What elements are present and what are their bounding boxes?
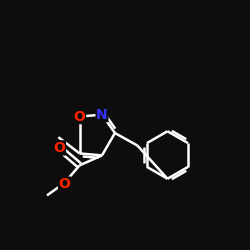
- Text: N: N: [96, 108, 108, 122]
- Text: O: O: [54, 141, 66, 155]
- Text: O: O: [58, 177, 70, 191]
- Text: O: O: [74, 110, 86, 124]
